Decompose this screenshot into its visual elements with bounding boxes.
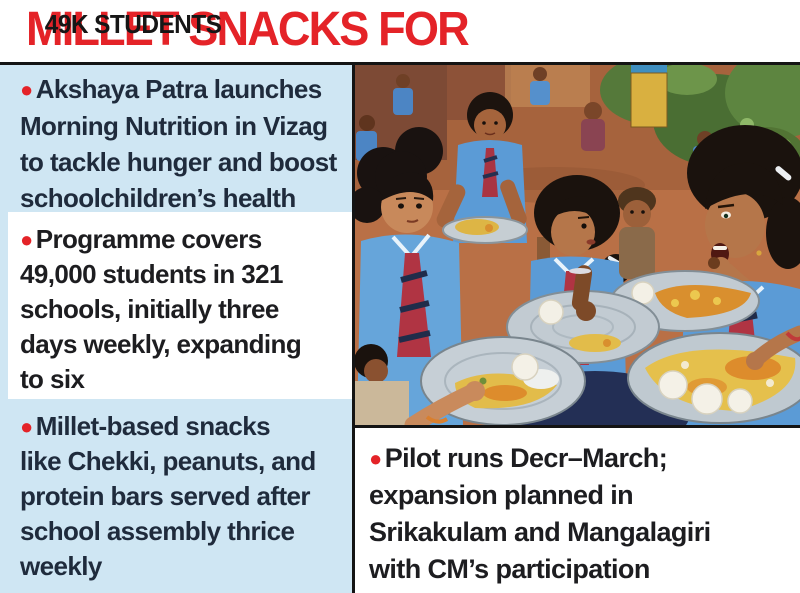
headline-black-part: 49K STUDENTS <box>44 9 222 39</box>
headline-red-part: MILLET SNACKS FOR <box>26 3 470 56</box>
text-line: Srikakulam and Mangalagiri <box>369 517 711 547</box>
text-line: school assembly thrice <box>20 516 295 546</box>
bullet-icon: ● <box>20 414 33 439</box>
text-line: Morning Nutrition in Vizag <box>20 111 328 141</box>
text-line: to six <box>20 364 85 394</box>
text-line: schoolchildren’s health <box>20 183 296 213</box>
info-block-snacks: ● Millet-based snacks like Chekki, peanut… <box>0 399 352 593</box>
text-line: to tackle hunger and boost <box>20 147 337 177</box>
text-line: ● Pilot runs Decr–March; <box>369 440 792 477</box>
text-line: Millet-based snacks <box>35 411 271 441</box>
text-line: Pilot runs Decr–March; <box>384 443 668 473</box>
text-line: Akshaya Patra launches <box>35 74 323 104</box>
text-line: expansion planned in <box>369 480 634 510</box>
plate-bottom-right <box>627 325 800 424</box>
bullet-icon: ● <box>20 227 33 252</box>
bullet-icon: ● <box>20 77 33 102</box>
text-line: days weekly, expanding <box>20 329 302 359</box>
vertical-divider-line <box>352 62 355 593</box>
text-line: with CM’s participation <box>369 554 650 584</box>
photo-bottom-divider-line <box>352 425 800 428</box>
text-line: ● Millet-based snacks <box>20 409 342 444</box>
text-line: weekly <box>20 551 102 581</box>
girl-holding-plate <box>436 92 528 244</box>
text-line: protein bars served after <box>20 481 311 511</box>
boy-background <box>618 187 656 279</box>
text-line: like Chekki, peanuts, and <box>20 446 316 476</box>
info-block-coverage: ● Programme covers 49,000 students in 321… <box>8 212 352 399</box>
top-divider-line <box>0 62 800 65</box>
plate-bottom-left <box>404 336 586 425</box>
info-block-launch: ● Akshaya Patra launches Morning Nutritio… <box>0 65 352 213</box>
students-photo-illustration <box>355 65 800 425</box>
students-photo <box>355 65 800 425</box>
text-line: ● Programme covers <box>20 222 342 257</box>
signboard <box>630 65 668 128</box>
bullet-icon: ● <box>369 446 382 471</box>
left-info-column: ● Akshaya Patra launches Morning Nutritio… <box>0 65 352 593</box>
info-block-pilot: ● Pilot runs Decr–March; expansion planne… <box>355 428 800 593</box>
text-line: schools, initially three <box>20 294 279 324</box>
text-line: Programme covers <box>35 224 263 254</box>
page-title: MILLET SNACKS FOR 49K STUDENTS <box>26 0 754 60</box>
text-line: 49,000 students in 321 <box>20 259 283 289</box>
text-line: ● Akshaya Patra launches <box>20 71 342 108</box>
